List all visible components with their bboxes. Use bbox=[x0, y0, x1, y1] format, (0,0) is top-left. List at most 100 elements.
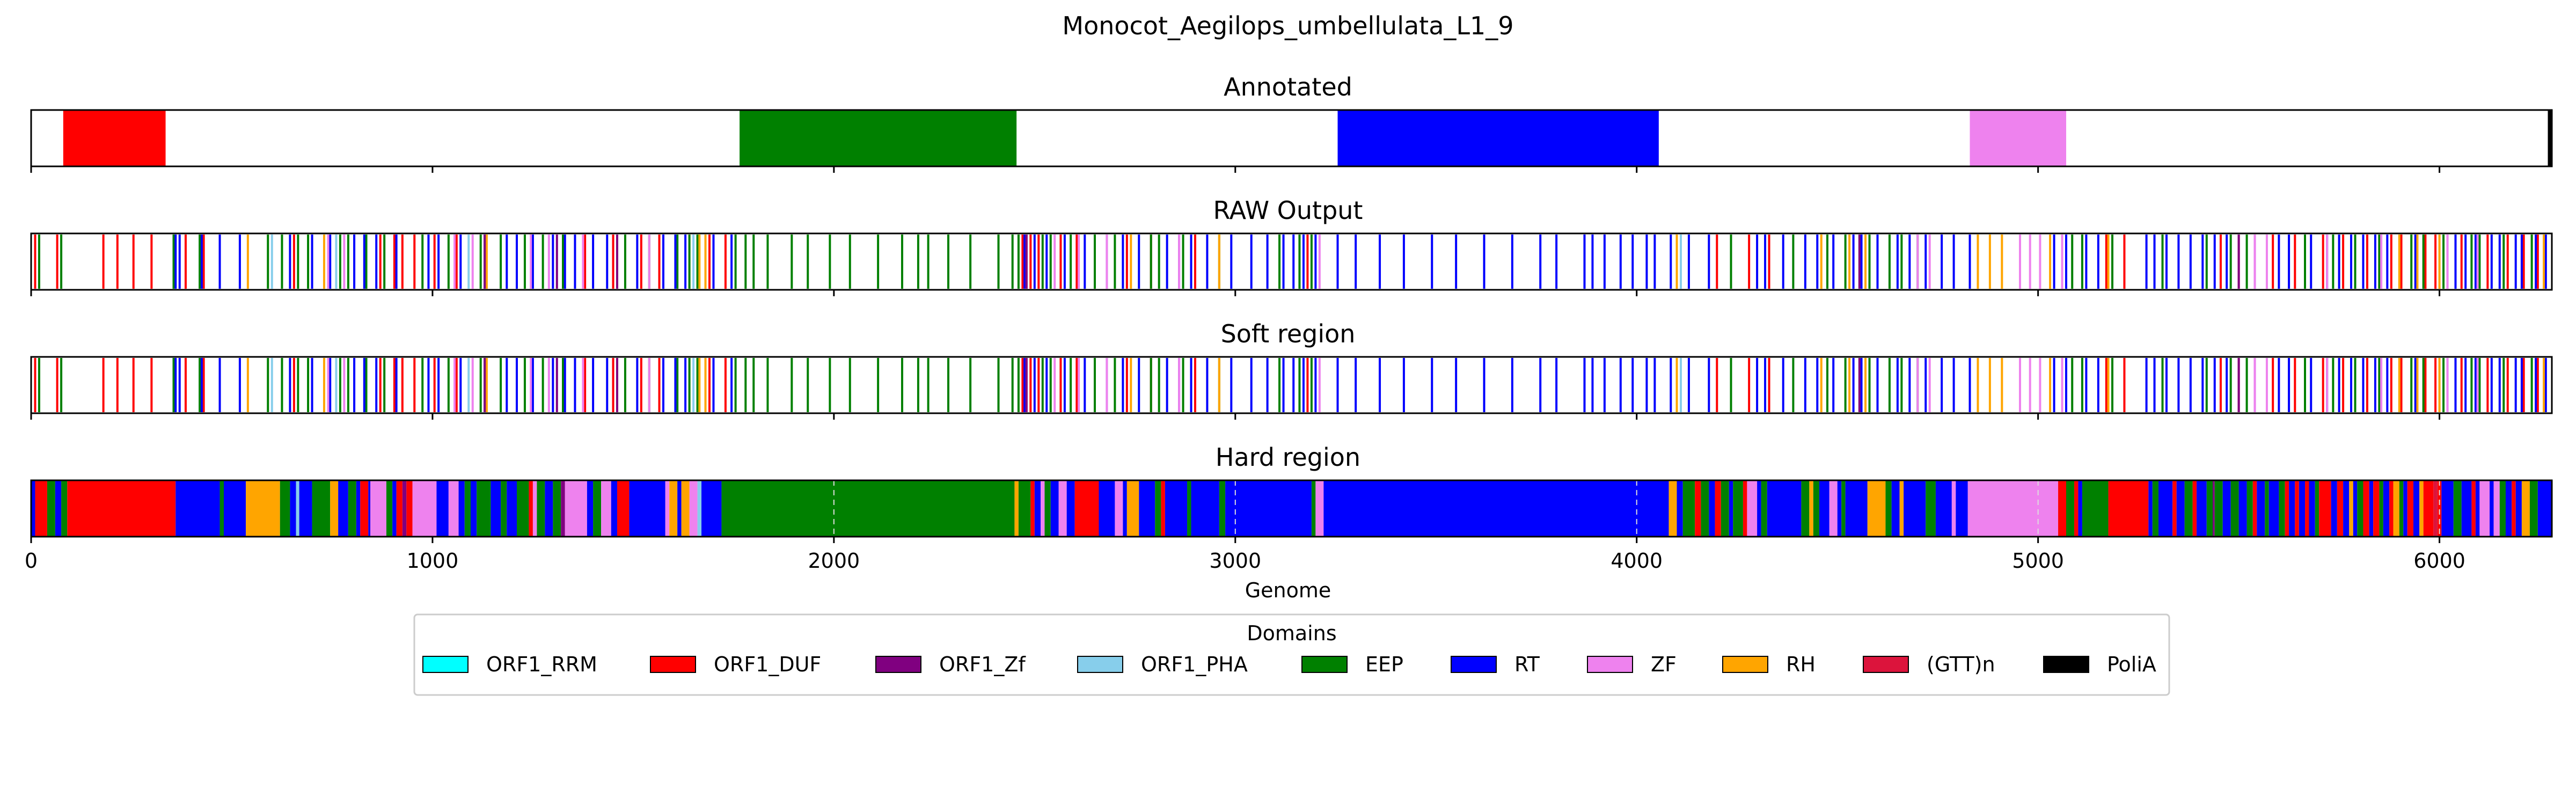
region-rt bbox=[1935, 480, 1952, 537]
region-eep bbox=[2184, 480, 2193, 537]
legend-item-gtt-n: (GTT)n bbox=[1863, 653, 1995, 676]
region-rt bbox=[55, 480, 62, 537]
region-orf1-duf bbox=[2192, 480, 2197, 537]
region-eep bbox=[1721, 480, 1729, 537]
legend-item-orf1-rrm: ORF1_RRM bbox=[422, 653, 597, 676]
region-rh bbox=[1867, 480, 1886, 537]
region-rt bbox=[2505, 480, 2512, 537]
region-orf1-duf bbox=[35, 480, 47, 537]
region-rt bbox=[2176, 480, 2185, 537]
legend-label: ORF1_RRM bbox=[486, 653, 597, 676]
region-eep bbox=[516, 480, 529, 537]
region-rt bbox=[1677, 480, 1683, 537]
region-eep bbox=[2265, 480, 2269, 537]
region-orf1-zf bbox=[402, 480, 407, 537]
region-eep bbox=[1682, 480, 1695, 537]
region-zf bbox=[448, 480, 459, 537]
region-orf1-zf bbox=[2212, 480, 2215, 537]
legend-item-rt: RT bbox=[1451, 653, 1540, 676]
region-orf1-pha bbox=[697, 480, 702, 537]
region-rt bbox=[545, 480, 553, 537]
panel-raw-output: RAW Output bbox=[30, 196, 2553, 296]
region-eep bbox=[1926, 480, 1936, 537]
region-rt bbox=[470, 480, 477, 537]
region-eep bbox=[312, 480, 331, 537]
region-orf1-duf bbox=[2074, 480, 2079, 537]
region-eep bbox=[280, 480, 290, 537]
region-rt bbox=[2475, 480, 2480, 537]
legend-swatch bbox=[1451, 656, 1497, 673]
region-orf1-duf bbox=[2407, 480, 2413, 537]
legend-swatch bbox=[1587, 656, 1633, 673]
region-rt bbox=[2413, 480, 2420, 537]
region-orf1-duf bbox=[2108, 480, 2149, 537]
region-zf bbox=[689, 480, 698, 537]
region-rt bbox=[2343, 480, 2350, 537]
region-eep bbox=[2357, 480, 2363, 537]
region-rt bbox=[2331, 480, 2337, 537]
region-zf bbox=[665, 480, 670, 537]
legend-label: ORF1_Zf bbox=[939, 653, 1026, 676]
region-rt bbox=[507, 480, 517, 537]
region-zf bbox=[532, 480, 537, 537]
legend-label: PoliA bbox=[2107, 653, 2156, 676]
region-eep bbox=[1885, 480, 1892, 537]
region-eep bbox=[2399, 480, 2404, 537]
region-rt bbox=[1837, 480, 1842, 537]
region-zf bbox=[2493, 480, 2500, 537]
region-rh bbox=[1668, 480, 1677, 537]
region-rt bbox=[2403, 480, 2407, 537]
legend-label: ZF bbox=[1651, 653, 1677, 676]
region-gtt-n bbox=[2433, 480, 2438, 537]
legend-label: RH bbox=[1786, 653, 1816, 676]
region-eep bbox=[593, 480, 602, 537]
legend-swatch bbox=[1077, 656, 1123, 673]
region-orf1-duf bbox=[2373, 480, 2380, 537]
region-rh bbox=[2419, 480, 2424, 537]
region-eep bbox=[386, 480, 393, 537]
region-orf1-duf bbox=[396, 480, 402, 537]
region-rt bbox=[2490, 480, 2494, 537]
region-rt bbox=[31, 480, 35, 537]
region-zf bbox=[1970, 110, 2067, 166]
panel-frame bbox=[30, 232, 2553, 291]
region-rt bbox=[1066, 480, 1075, 537]
legend-swatch bbox=[1863, 656, 1909, 673]
region-rh bbox=[2349, 480, 2353, 537]
x-axis-label: Genome bbox=[1245, 579, 1331, 602]
region-rt bbox=[2148, 480, 2153, 537]
region-orf1-duf bbox=[360, 480, 369, 537]
region-eep bbox=[1044, 480, 1051, 537]
region-rt bbox=[224, 480, 246, 537]
region-eep bbox=[2082, 480, 2109, 537]
region-rh bbox=[2521, 480, 2530, 537]
region-rt bbox=[1729, 480, 1733, 537]
region-orf1-pha bbox=[296, 480, 299, 537]
legend-item-orf1-duf: ORF1_DUF bbox=[650, 653, 821, 676]
region-orf1-duf bbox=[529, 480, 533, 537]
region-zf bbox=[1747, 480, 1758, 537]
region-rt bbox=[356, 480, 361, 537]
region-eep bbox=[2499, 480, 2506, 537]
region-eep bbox=[2529, 480, 2538, 537]
region-rt bbox=[1034, 480, 1041, 537]
region-eep bbox=[47, 480, 55, 537]
region-zf bbox=[1967, 480, 2059, 537]
region-rt bbox=[1123, 480, 1127, 537]
region-zf bbox=[1315, 480, 1324, 537]
region-orf1-duf bbox=[2389, 480, 2394, 537]
legend-swatch bbox=[875, 656, 921, 673]
legend-item-orf1-zf: ORF1_Zf bbox=[875, 653, 1026, 676]
legend-swatch bbox=[2043, 656, 2089, 673]
legend-item-orf1-pha: ORF1_PHA bbox=[1077, 653, 1248, 676]
x-tick-label: 4000 bbox=[1611, 549, 1663, 573]
region-rt bbox=[1709, 480, 1715, 537]
region-rt bbox=[1891, 480, 1900, 537]
legend-swatch bbox=[650, 656, 696, 673]
region-rt bbox=[2197, 480, 2207, 537]
region-rt bbox=[368, 480, 371, 537]
region-rt bbox=[611, 480, 617, 537]
region-eep bbox=[1813, 480, 1820, 537]
panel-title: Annotated bbox=[1224, 72, 1352, 101]
legend-label: RT bbox=[1514, 653, 1540, 676]
